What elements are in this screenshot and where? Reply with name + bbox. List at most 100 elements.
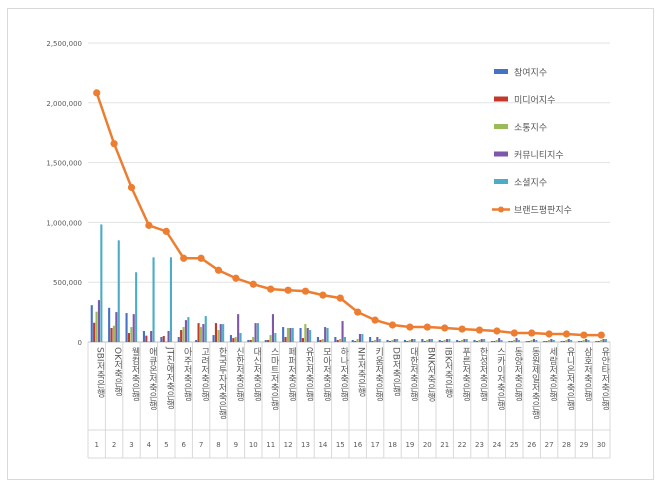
- x-rank-label: 27: [545, 441, 554, 449]
- bar-커뮤니티지수: [585, 339, 588, 342]
- legend-label: 브랜드평판지수: [514, 205, 572, 216]
- bar-소셜지수: [465, 339, 468, 342]
- x-rank-label: 3: [129, 441, 133, 449]
- bar-소셜지수: [135, 272, 138, 342]
- bar-미디어지수: [197, 323, 200, 342]
- x-category-label: 삼호저축은행: [582, 347, 592, 401]
- x-category-label: 대한저축은행: [408, 347, 418, 401]
- bar-미디어지수: [562, 341, 565, 342]
- bar-소통지수: [530, 339, 533, 342]
- x-category-label: 한국투자저축은행: [217, 347, 227, 419]
- x-category-label: BNK저축은행: [425, 347, 435, 402]
- bar-미디어지수: [267, 339, 270, 342]
- bar-소통지수: [391, 339, 394, 342]
- line-point: [214, 266, 223, 274]
- bar-커뮤니티지수: [254, 323, 257, 342]
- legend-swatch: [494, 151, 508, 157]
- bar-소통지수: [182, 327, 185, 342]
- legend-label: 소셜지수: [514, 178, 547, 189]
- chart-frame: [7, 8, 654, 480]
- line-point: [232, 274, 240, 282]
- bar-커뮤니티지수: [480, 339, 483, 342]
- bar-참여지수: [421, 339, 424, 342]
- x-rank-label: 26: [527, 441, 536, 449]
- line-point: [510, 329, 518, 337]
- x-rank-label: 19: [405, 441, 414, 449]
- bar-커뮤니티지수: [411, 339, 414, 342]
- bar-소셜지수: [552, 339, 555, 342]
- x-rank-label: 28: [562, 441, 571, 449]
- bar-커뮤니티지수: [498, 338, 501, 342]
- line-point: [180, 254, 188, 262]
- x-rank-label: 10: [249, 441, 258, 449]
- line-point: [388, 321, 397, 329]
- x-rank-label: 29: [579, 441, 588, 449]
- bar-소셜지수: [343, 336, 346, 342]
- bar-소셜지수: [309, 330, 312, 342]
- bar-미디어지수: [180, 330, 183, 342]
- x-category-label: 페퍼저축은행: [286, 347, 296, 401]
- bar-커뮤니티지수: [445, 339, 448, 342]
- bar-소통지수: [112, 325, 115, 342]
- x-rank-label: 23: [475, 441, 484, 449]
- x-rank-label: 18: [388, 441, 397, 449]
- bar-커뮤니티지수: [358, 333, 361, 342]
- bar-참여지수: [403, 339, 406, 342]
- bar-참여지수: [177, 336, 180, 342]
- x-rank-label: 9: [234, 441, 238, 449]
- x-rank-label: 4: [147, 441, 152, 449]
- line-point: [267, 285, 275, 293]
- bar-커뮤니티지수: [306, 328, 309, 342]
- line-point: [319, 291, 327, 299]
- bar-미디어지수: [510, 341, 513, 342]
- x-rank-label: 25: [510, 441, 519, 449]
- x-category-label: 유진저축은행: [304, 347, 314, 401]
- bar-참여지수: [195, 339, 198, 342]
- legend-swatch: [494, 179, 508, 184]
- line-point: [354, 308, 362, 316]
- bar-소셜지수: [517, 339, 520, 342]
- bar-소통지수: [582, 339, 585, 342]
- bar-참여지수: [386, 339, 389, 342]
- line-point: [406, 323, 414, 331]
- bar-소통지수: [478, 339, 481, 342]
- bar-소통지수: [339, 339, 342, 342]
- x-rank-label: 8: [216, 441, 220, 449]
- bar-미디어지수: [214, 323, 217, 342]
- bar-소셜지수: [483, 339, 486, 342]
- x-category-label: 유니온저축은행: [565, 347, 575, 410]
- line-point: [441, 324, 449, 332]
- x-category-label: 동양저축은행: [512, 347, 522, 401]
- bar-참여지수: [247, 339, 250, 342]
- bar-소셜지수: [361, 333, 364, 342]
- bar-참여지수: [125, 313, 128, 342]
- bar-소셜지수: [187, 317, 190, 342]
- bar-참여지수: [456, 339, 459, 342]
- legend-swatch: [494, 124, 508, 129]
- line-point: [284, 286, 292, 294]
- line-point: [93, 89, 101, 97]
- bar-소통지수: [217, 330, 220, 342]
- bar-커뮤니티지수: [515, 338, 518, 342]
- bar-커뮤니티지수: [97, 300, 100, 342]
- x-category-label: NH저축은행: [356, 347, 366, 397]
- bar-소통지수: [199, 327, 202, 342]
- bar-소셜지수: [604, 339, 607, 342]
- line-point: [301, 287, 310, 295]
- bar-소셜지수: [256, 323, 259, 342]
- bar-소통지수: [426, 339, 429, 342]
- bar-커뮤니티지수: [132, 314, 135, 342]
- bar-참여지수: [108, 307, 111, 342]
- x-category-label: IBK저축은행: [443, 347, 453, 398]
- line-point: [110, 140, 118, 148]
- x-category-label: 키움저축은행: [373, 347, 383, 401]
- x-category-label: 웰컴저축은행: [130, 347, 140, 401]
- bar-소셜지수: [535, 339, 538, 342]
- bar-소셜지수: [222, 324, 225, 342]
- line-point: [423, 323, 431, 331]
- bar-소통지수: [95, 311, 98, 342]
- bar-커뮤니티지수: [237, 314, 240, 342]
- x-category-label: SBI저축은행: [95, 347, 105, 398]
- x-rank-label: 16: [353, 441, 362, 449]
- legend-label: 소통지수: [514, 123, 547, 134]
